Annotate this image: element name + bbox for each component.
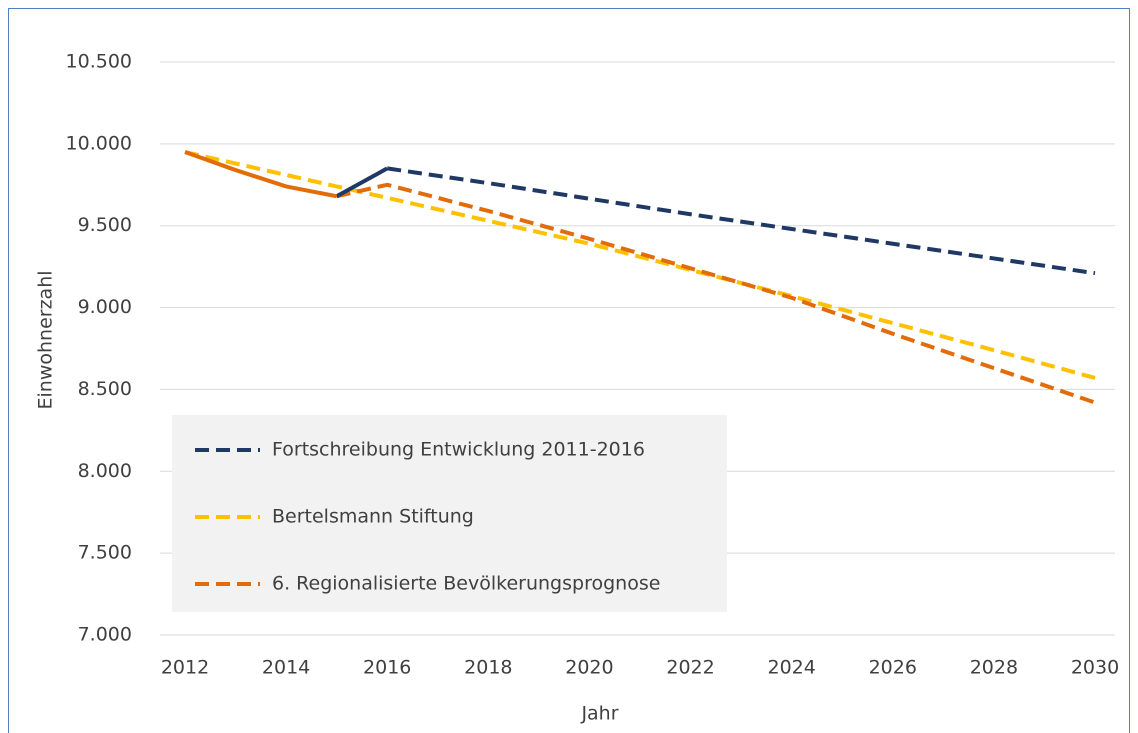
y-tick-label: 7.000 (78, 624, 132, 646)
series-line (386, 166, 1096, 276)
frame (8, 8, 1130, 733)
x-tick-label: 2012 (161, 657, 209, 679)
y-tick-label: 9.000 (78, 296, 132, 318)
x-tick-label: 2014 (262, 657, 310, 679)
y-tick-label: 9.500 (78, 214, 132, 236)
x-tick-label: 2016 (363, 657, 411, 679)
legend-box (172, 415, 727, 612)
x-tick-label: 2020 (565, 657, 613, 679)
x-tick-label: 2026 (869, 657, 917, 679)
x-tick-label: 2028 (970, 657, 1018, 679)
legend-label: 6. Regionalisierte Bevölkerungsprognose (272, 573, 660, 595)
series-line (336, 182, 1096, 405)
series-line (184, 150, 1096, 380)
y-tick-label: 10.500 (66, 51, 132, 73)
x-tick-label: 2024 (767, 657, 815, 679)
x-axis-label: Jahr (580, 703, 618, 725)
series-line (184, 150, 338, 199)
y-tick-label: 8.500 (78, 378, 132, 400)
series-line (335, 166, 389, 198)
x-tick-label: 2022 (666, 657, 714, 679)
y-tick-label: 8.000 (78, 460, 132, 482)
legend-label: Fortschreibung Entwicklung 2011-2016 (272, 439, 645, 461)
x-tick-label: 2018 (464, 657, 512, 679)
y-axis-label: Einwohnerzahl (35, 270, 57, 409)
y-tick-label: 10.000 (66, 132, 132, 154)
legend-label: Bertelsmann Stiftung (272, 506, 474, 528)
x-tick-label: 2030 (1071, 657, 1119, 679)
y-tick-label: 7.500 (78, 542, 132, 564)
